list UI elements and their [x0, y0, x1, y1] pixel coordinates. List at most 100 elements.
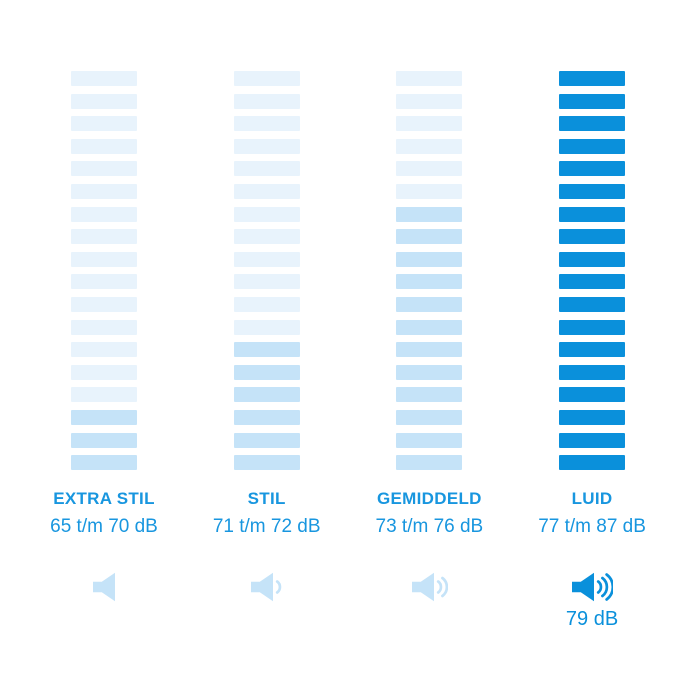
category-range: 65 t/m 70 dB: [50, 516, 158, 538]
bar-stack: [71, 71, 137, 471]
noise-bar-segment: [71, 71, 137, 86]
noise-bar-segment: [396, 116, 463, 132]
noise-bar-segment: [559, 432, 626, 448]
bar-stack: [396, 71, 463, 471]
speaker-body: [251, 572, 274, 602]
noise-bar-segment: [233, 229, 300, 245]
selected-value: 79 dB: [565, 608, 619, 631]
noise-bar-segment: [559, 183, 626, 199]
noise-bar-segment: [71, 432, 137, 448]
noise-bar-segment: [396, 342, 463, 358]
noise-bar-segment: [71, 455, 137, 471]
category-title: STIL: [247, 489, 286, 509]
noise-bar-segment: [71, 296, 137, 312]
noise-bar-segment: [559, 71, 626, 86]
category-title: GEMIDDELD: [377, 489, 482, 509]
speaker-1-waves-icon: [192, 571, 342, 603]
category-title: EXTRA STIL: [53, 489, 155, 509]
noise-bar-segment: [396, 409, 463, 425]
noise-bar-segment: [396, 183, 463, 199]
noise-bar-segment: [396, 432, 463, 448]
noise-bar-segment: [559, 364, 626, 380]
speaker-0-waves-icon: [29, 571, 179, 603]
noise-bar-segment: [233, 116, 300, 132]
noise-bar-segment: [396, 455, 463, 471]
category-range: 71 t/m 72 dB: [212, 516, 321, 538]
noise-bar-segment: [559, 116, 626, 132]
noise-bar-segment: [396, 71, 463, 86]
noise-bar-segment: [559, 319, 626, 335]
noise-category-column: STIL 71 t/m 72 dB: [192, 71, 342, 632]
noise-bar-segment: [559, 274, 626, 290]
noise-bar-segment: [71, 251, 137, 267]
noise-bar-segment: [396, 93, 463, 109]
noise-bar-segment: [233, 319, 300, 335]
noise-bar-segment: [559, 342, 626, 358]
noise-bar-segment: [559, 387, 626, 403]
speaker-body: [411, 572, 434, 602]
noise-bar-segment: [233, 71, 300, 86]
noise-bar-segment: [233, 183, 300, 199]
noise-bar-segment: [71, 116, 137, 132]
noise-bar-segment: [71, 93, 137, 109]
noise-bar-segment: [559, 251, 626, 267]
noise-bar-segment: [396, 206, 463, 222]
noise-bar-segment: [233, 364, 300, 380]
speaker-body: [93, 572, 115, 602]
noise-bar-segment: [396, 296, 463, 312]
noise-bar-segment: [396, 161, 463, 177]
noise-bar-segment: [559, 206, 626, 222]
noise-bar-segment: [233, 206, 300, 222]
category-range: 77 t/m 87 dB: [538, 516, 646, 538]
category-title: LUID: [571, 489, 613, 509]
sound-wave-arc: [605, 573, 614, 601]
noise-bar-segment: [233, 274, 300, 290]
noise-bar-segment: [396, 229, 463, 245]
speaker-body: [572, 572, 595, 602]
noise-bar-segment: [233, 455, 300, 471]
bar-stack: [233, 71, 300, 471]
sound-wave-arc: [276, 580, 282, 594]
noise-bar-segment: [71, 229, 137, 245]
noise-bar-segment: [71, 161, 137, 177]
noise-bar-segment: [71, 387, 137, 403]
sound-wave-arc: [601, 576, 609, 598]
noise-bar-segment: [233, 138, 300, 154]
noise-bar-segment: [71, 319, 137, 335]
noise-bar-segment: [396, 387, 463, 403]
noise-bar-segment: [559, 93, 626, 109]
noise-category-column: LUID 77 t/m 87 dB 79 dB: [517, 71, 667, 632]
noise-bar-segment: [396, 138, 463, 154]
sound-wave-arc: [440, 576, 448, 598]
noise-bar-segment: [71, 206, 137, 222]
bar-stack: [559, 71, 626, 471]
noise-bar-segment: [396, 319, 463, 335]
noise-bar-segment: [71, 409, 137, 425]
noise-bar-segment: [559, 409, 626, 425]
noise-bar-segment: [71, 364, 137, 380]
speaker-2-waves-icon: [354, 571, 504, 603]
noise-category-column: GEMIDDELD 73 t/m 76 dB: [354, 71, 504, 632]
noise-bar-segment: [559, 296, 626, 312]
noise-bar-segment: [559, 161, 626, 177]
noise-bar-segment: [233, 296, 300, 312]
speaker-3-waves-icon: [517, 571, 667, 603]
noise-bar-segment: [233, 93, 300, 109]
noise-bar-segment: [233, 161, 300, 177]
noise-bar-segment: [559, 138, 626, 154]
noise-bar-segment: [233, 251, 300, 267]
noise-bar-segment: [71, 342, 137, 358]
noise-bar-segment: [233, 342, 300, 358]
noise-bar-segment: [396, 251, 463, 267]
sound-wave-arc: [596, 580, 603, 594]
columns-row: EXTRA STIL 65 t/m 70 dB STIL 71 t/m 72 d…: [29, 71, 667, 632]
noise-bar-segment: [71, 183, 137, 199]
noise-bar-segment: [396, 364, 463, 380]
noise-bar-segment: [71, 274, 137, 290]
noise-bar-segment: [71, 138, 137, 154]
noise-category-column: EXTRA STIL 65 t/m 70 dB: [29, 71, 179, 632]
noise-bar-segment: [233, 387, 300, 403]
category-range: 73 t/m 76 dB: [375, 516, 484, 538]
noise-bar-segment: [233, 409, 300, 425]
